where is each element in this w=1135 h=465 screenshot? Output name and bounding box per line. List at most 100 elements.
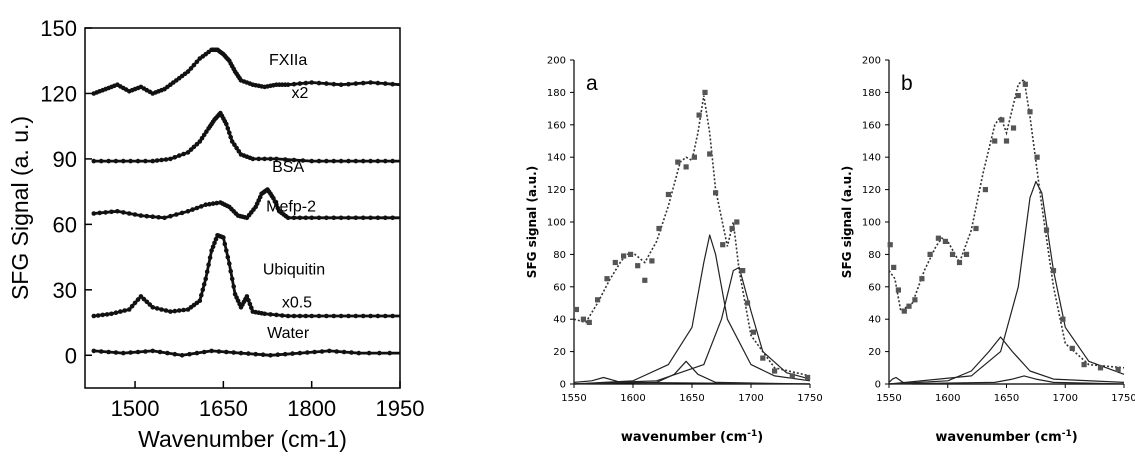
data-point	[172, 155, 178, 160]
data-point	[887, 242, 893, 248]
data-point	[113, 350, 119, 355]
data-point	[103, 210, 108, 215]
x-axis-title: wavenumber (cm-1)	[621, 429, 763, 445]
data-point	[143, 158, 148, 164]
data-point	[121, 210, 126, 215]
y-tick-label: 0	[65, 343, 77, 368]
data-point	[234, 145, 239, 151]
fit-component-line	[573, 376, 811, 385]
data-point	[150, 305, 155, 310]
series-line	[93, 233, 400, 318]
data-point	[375, 215, 381, 221]
data-point	[118, 309, 123, 314]
data-point	[204, 129, 209, 134]
data-point	[580, 316, 586, 322]
data-point	[227, 261, 232, 266]
series-ubiquitin: Ubiquitin x0.5	[91, 233, 400, 319]
data-point	[368, 313, 373, 319]
data-point	[229, 139, 235, 144]
data-point	[106, 158, 111, 164]
data-point	[126, 211, 132, 216]
series-fxiia: FXIIa x2	[91, 47, 401, 102]
data-point	[126, 307, 132, 312]
data-point	[1069, 345, 1075, 351]
data-point	[1022, 81, 1028, 87]
data-point	[999, 117, 1005, 123]
data-point	[168, 309, 173, 314]
data-point	[750, 329, 756, 335]
data-point	[207, 201, 212, 207]
series-bsa: BSA	[91, 110, 400, 176]
series-line	[93, 188, 400, 220]
data-point	[179, 210, 185, 216]
data-point	[185, 150, 191, 155]
data-point	[1115, 366, 1121, 372]
data-point	[98, 158, 104, 164]
data-point	[150, 214, 155, 219]
data-point	[121, 350, 126, 356]
data-point	[144, 299, 150, 305]
data-point	[246, 351, 251, 356]
data-point	[375, 158, 381, 164]
data-point	[383, 215, 388, 221]
data-point	[274, 312, 279, 318]
data-point	[197, 298, 203, 304]
data-point	[696, 112, 702, 118]
x-axis-title-text: wavenumber (cm	[935, 430, 1061, 445]
y-tick-label: 100	[547, 218, 566, 229]
x-axis-title-end: )	[1072, 430, 1078, 445]
data-point	[91, 348, 97, 354]
data-point	[157, 349, 163, 355]
data-point	[366, 350, 372, 356]
data-point	[199, 293, 204, 298]
data-point	[253, 351, 258, 357]
data-point	[115, 209, 120, 214]
data-point	[224, 248, 229, 253]
x-axis-title: Wavenumber (cm-1)	[138, 426, 347, 452]
data-point	[331, 158, 337, 164]
data-point	[203, 276, 208, 282]
data-point	[992, 138, 998, 144]
x-tick-label: 1700	[1053, 393, 1078, 404]
data-point	[132, 300, 138, 306]
x-tick-label: 1650	[679, 393, 704, 404]
data-point	[135, 158, 141, 164]
data-point	[191, 144, 197, 150]
data-point	[200, 287, 206, 293]
data-point	[895, 287, 901, 293]
data-point	[138, 294, 144, 299]
data-point	[256, 156, 262, 162]
data-point	[225, 126, 231, 131]
data-point	[262, 311, 267, 317]
y-tick-label: 60	[553, 282, 566, 293]
data-point	[176, 153, 182, 158]
x-axis-title-text: wavenumber (cm	[621, 430, 747, 445]
y-tick-label: 120	[547, 185, 566, 196]
data-point	[246, 297, 251, 303]
x-tick-label: 1950	[376, 396, 425, 421]
data-point	[260, 352, 266, 358]
x-axis-title-superscript: -1	[747, 429, 757, 439]
data-point	[163, 308, 169, 313]
y-tick-label: 160	[547, 120, 566, 131]
y-tick-label: 200	[547, 56, 566, 67]
series-label: Water	[267, 325, 310, 342]
data-point	[128, 350, 133, 355]
data-point	[300, 158, 306, 163]
data-point	[159, 307, 164, 312]
data-point	[316, 158, 322, 164]
data-point	[891, 264, 897, 270]
y-tick-label: 40	[868, 315, 881, 326]
x-tick-label: 1500	[111, 396, 160, 421]
data-point	[316, 80, 322, 86]
data-point	[268, 156, 273, 162]
x-tick-label: 1600	[620, 393, 645, 404]
fit-component-line	[888, 376, 1124, 385]
y-tick-label: 100	[862, 218, 881, 229]
data-point	[360, 313, 366, 319]
data-point	[316, 313, 322, 319]
data-point	[91, 313, 97, 319]
data-point	[963, 251, 970, 257]
series-mefp-2: Mefp-2	[91, 187, 400, 221]
x-tick-label: 1650	[994, 393, 1019, 404]
